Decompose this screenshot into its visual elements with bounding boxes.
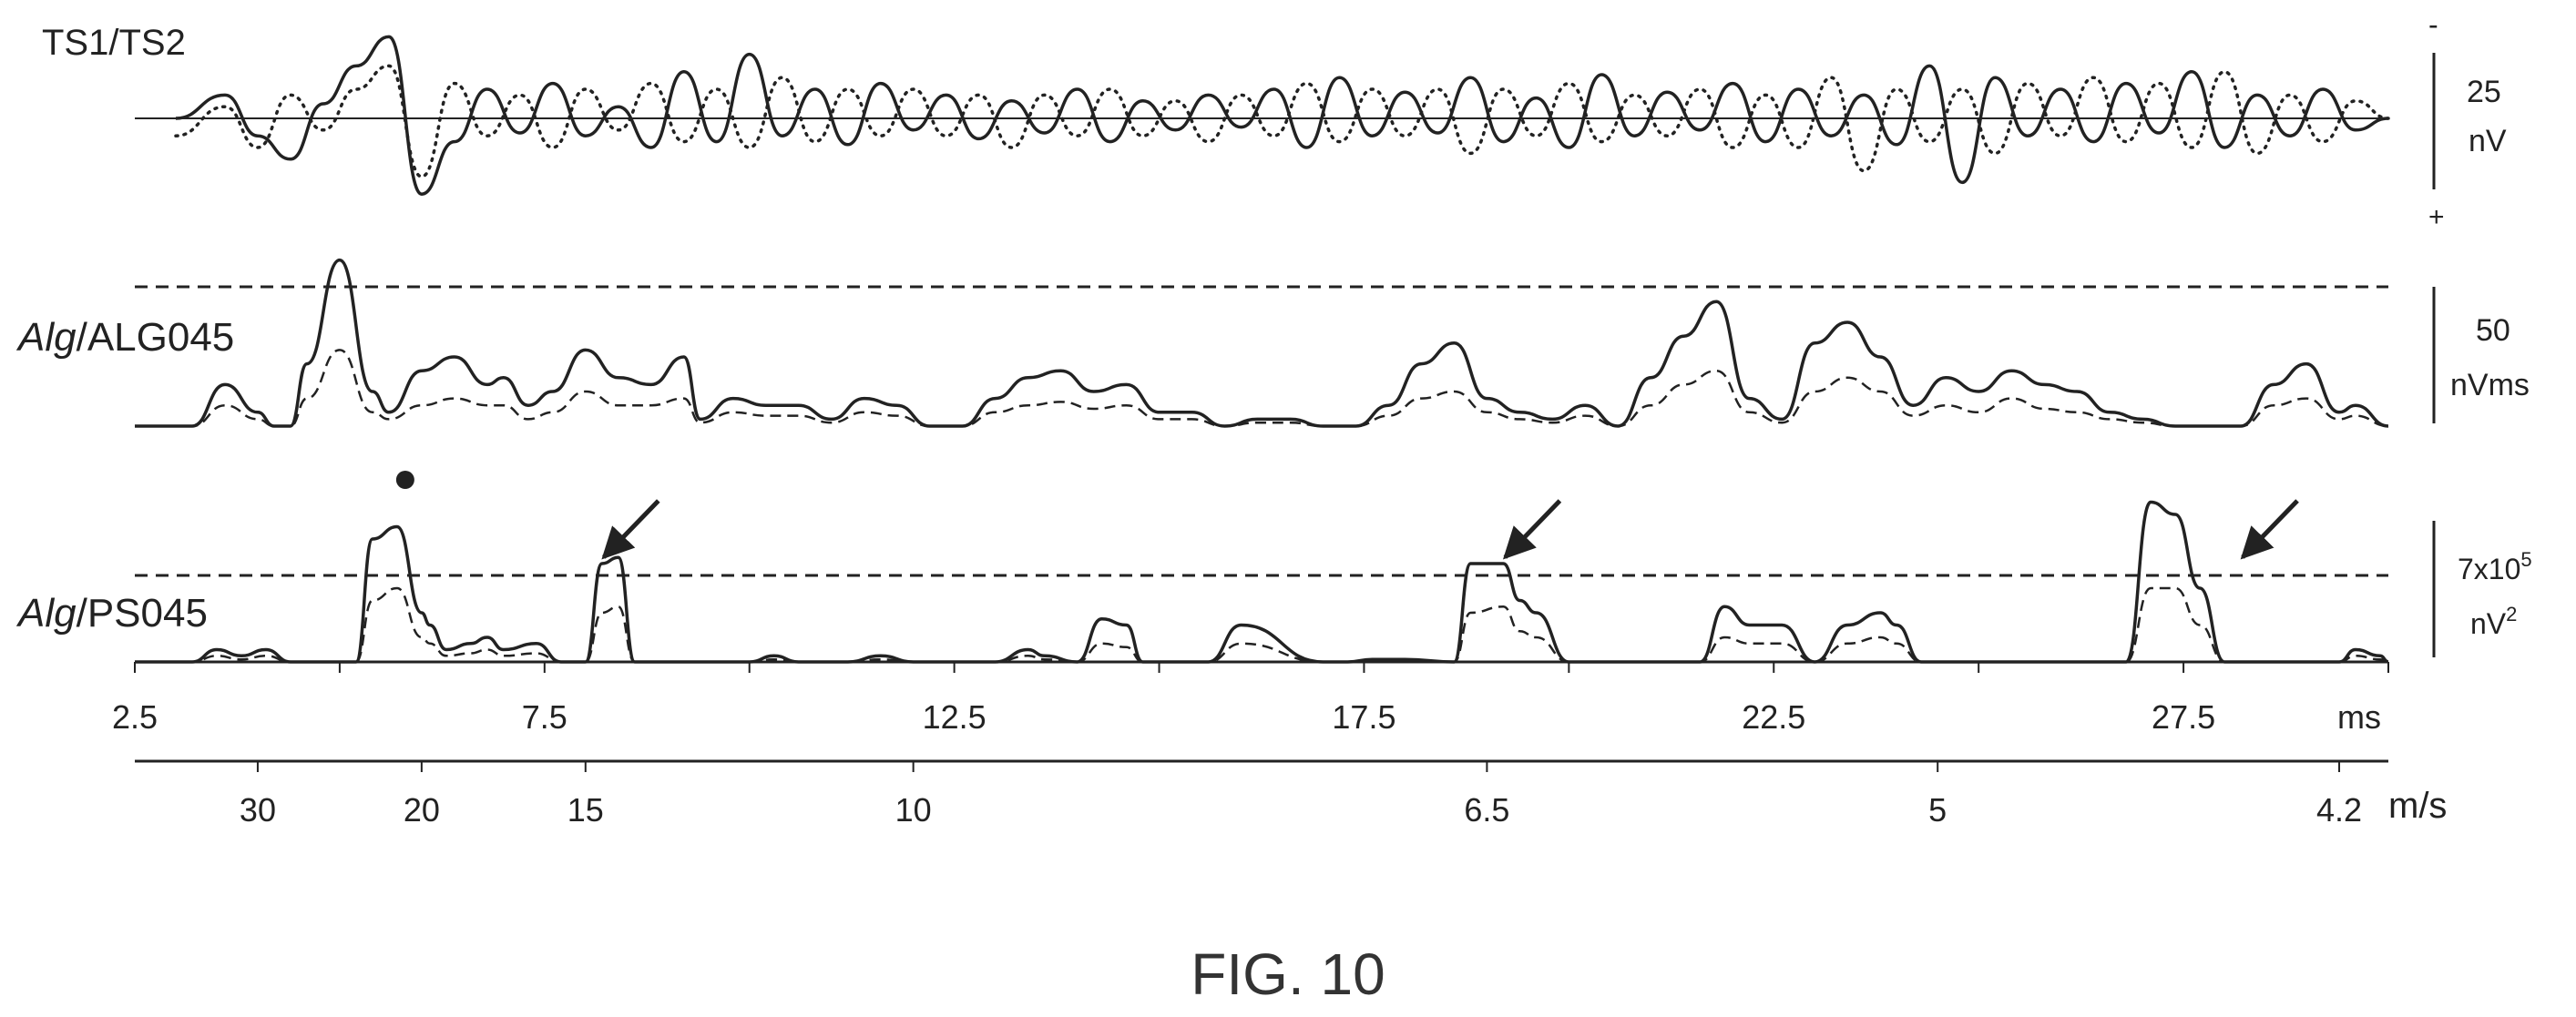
scale1-value: 25 bbox=[2467, 75, 2501, 109]
velocity-tick-label: 6.5 bbox=[1464, 791, 1509, 829]
panel-ts1-ts2: TS1/TS2 - 25 nV + bbox=[42, 8, 2507, 232]
panel-ps045: Alg/PS045 7x105 nV2 bbox=[15, 471, 2532, 664]
figure-caption: FIG. 10 bbox=[1191, 941, 1385, 1007]
peak-marker-dot bbox=[395, 471, 414, 489]
velocity-axis-label: m/s bbox=[2388, 786, 2447, 826]
ms-tick-label: 7.5 bbox=[522, 698, 567, 736]
ps045-solid-trace bbox=[134, 500, 2389, 664]
ms-tick-label: 12.5 bbox=[923, 698, 986, 736]
velocity-tick-label: 4.2 bbox=[2316, 791, 2362, 829]
scale3-unit: nV2 bbox=[2470, 603, 2517, 640]
ms-tick-label: 27.5 bbox=[2152, 698, 2215, 736]
scale3-value-base: 7x10 bbox=[2458, 553, 2520, 585]
scale2-unit: nVms bbox=[2450, 368, 2530, 402]
panel-alg045-label-rest: /ALG045 bbox=[77, 315, 235, 360]
ms-tick-label: 22.5 bbox=[1742, 698, 1805, 736]
peak-arrow-1 bbox=[601, 499, 660, 560]
scale3-unit-sup: 2 bbox=[2506, 603, 2517, 625]
peak-arrows bbox=[601, 499, 2299, 560]
panel-alg045: Alg/ALG045 50 nVms bbox=[15, 258, 2530, 428]
velocity-tick-label: 10 bbox=[895, 791, 932, 829]
ms-axis: 2.5 7.5 12.5 17.5 22.5 27.5 ms bbox=[112, 660, 2389, 736]
scale1-bottom-sign: + bbox=[2428, 202, 2445, 232]
scale3-unit-base: nV bbox=[2470, 607, 2507, 640]
ts-dotted-trace bbox=[174, 64, 2390, 178]
ms-ticks: 2.5 7.5 12.5 17.5 22.5 27.5 bbox=[112, 662, 2389, 736]
ts-solid-trace bbox=[175, 35, 2389, 196]
peak-arrow-3 bbox=[2240, 499, 2299, 560]
velocity-tick-label: 5 bbox=[1928, 791, 1947, 829]
velocity-ticks: 30 20 15 10 6.5 5 4.2 bbox=[240, 761, 2362, 829]
velocity-tick-label: 20 bbox=[404, 791, 440, 829]
ms-tick-label: 2.5 bbox=[112, 698, 158, 736]
panel-ts1-ts2-label: TS1/TS2 bbox=[42, 23, 186, 63]
scale3-value: 7x105 bbox=[2458, 548, 2532, 585]
panel-alg045-label: Alg/ALG045 bbox=[15, 315, 234, 360]
velocity-tick-label: 30 bbox=[240, 791, 276, 829]
ps045-dashed-trace bbox=[134, 586, 2389, 664]
ms-axis-label: ms bbox=[2337, 698, 2381, 736]
panel-ps045-label-italic: Alg bbox=[15, 591, 77, 636]
panel-ps045-label: Alg/PS045 bbox=[15, 591, 208, 636]
scale3-value-sup: 5 bbox=[2520, 548, 2531, 571]
ms-tick-label: 17.5 bbox=[1332, 698, 1395, 736]
velocity-axis: 30 20 15 10 6.5 5 4.2 m/s bbox=[135, 759, 2447, 829]
alg045-solid-trace bbox=[135, 258, 2389, 428]
panel-alg045-label-italic: Alg bbox=[15, 315, 77, 360]
velocity-tick-label: 15 bbox=[567, 791, 604, 829]
scale1-top-sign: - bbox=[2428, 8, 2438, 41]
peak-arrow-2 bbox=[1502, 499, 1562, 560]
alg045-dashed-trace bbox=[135, 349, 2389, 428]
scale1-unit: nV bbox=[2469, 124, 2507, 158]
panel-ps045-label-rest: /PS045 bbox=[77, 591, 208, 636]
scale2-value: 50 bbox=[2476, 313, 2510, 348]
